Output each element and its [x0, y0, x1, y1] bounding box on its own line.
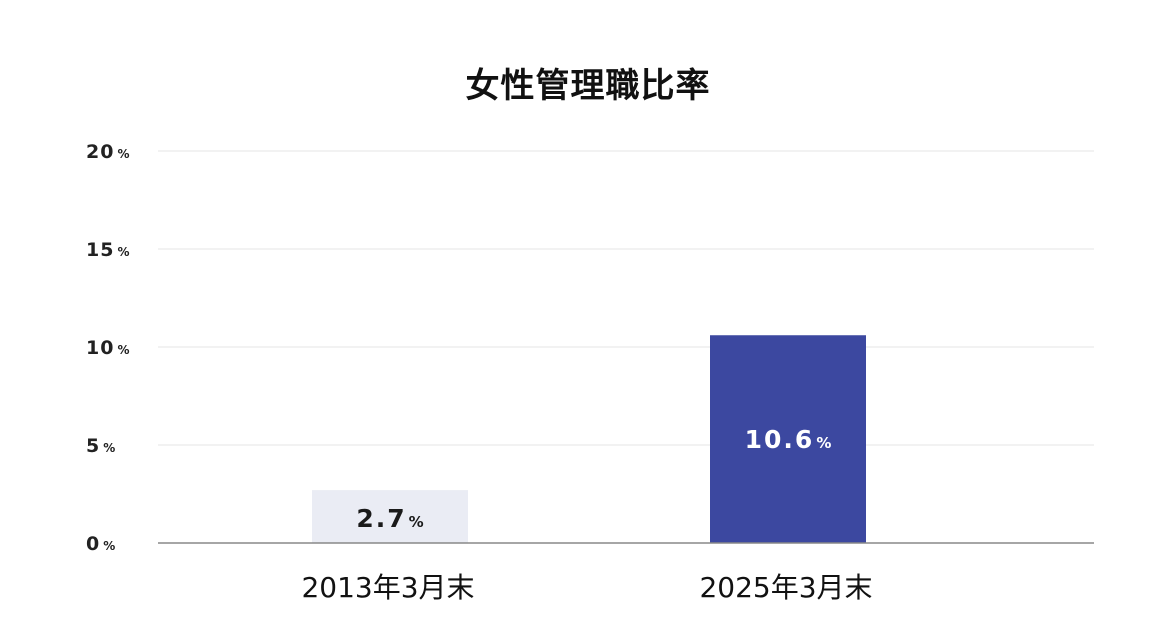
bar-value: 2.7: [356, 504, 406, 533]
y-tick-value: 0: [86, 533, 100, 555]
y-tick-label: 10%: [86, 337, 129, 359]
bar-1: [312, 490, 468, 543]
bar-value-unit: %: [409, 513, 424, 531]
y-tick-unit: %: [117, 343, 129, 357]
y-tick-value: 10: [86, 337, 114, 359]
bar-value-label: 2.7%: [356, 504, 423, 533]
y-tick-label: 5%: [86, 435, 115, 457]
bar-value-label: 10.6%: [745, 425, 832, 454]
y-tick-label: 0%: [86, 533, 115, 555]
y-tick-unit: %: [117, 245, 129, 259]
x-category-label: 2025年3月末: [699, 571, 872, 604]
y-tick-unit: %: [103, 539, 115, 553]
bar-value: 10.6: [745, 425, 815, 454]
bar-value-unit: %: [816, 434, 831, 452]
chart-title: 女性管理職比率: [465, 66, 711, 106]
y-tick-value: 20: [86, 141, 114, 163]
y-tick-value: 15: [86, 239, 114, 261]
y-tick-value: 5: [86, 435, 100, 457]
y-tick-label: 15%: [86, 239, 129, 261]
y-tick-unit: %: [117, 147, 129, 161]
y-tick-label: 20%: [86, 141, 129, 163]
bar-2: [710, 335, 866, 543]
y-tick-unit: %: [103, 441, 115, 455]
x-category-label: 2013年3月末: [301, 571, 474, 604]
